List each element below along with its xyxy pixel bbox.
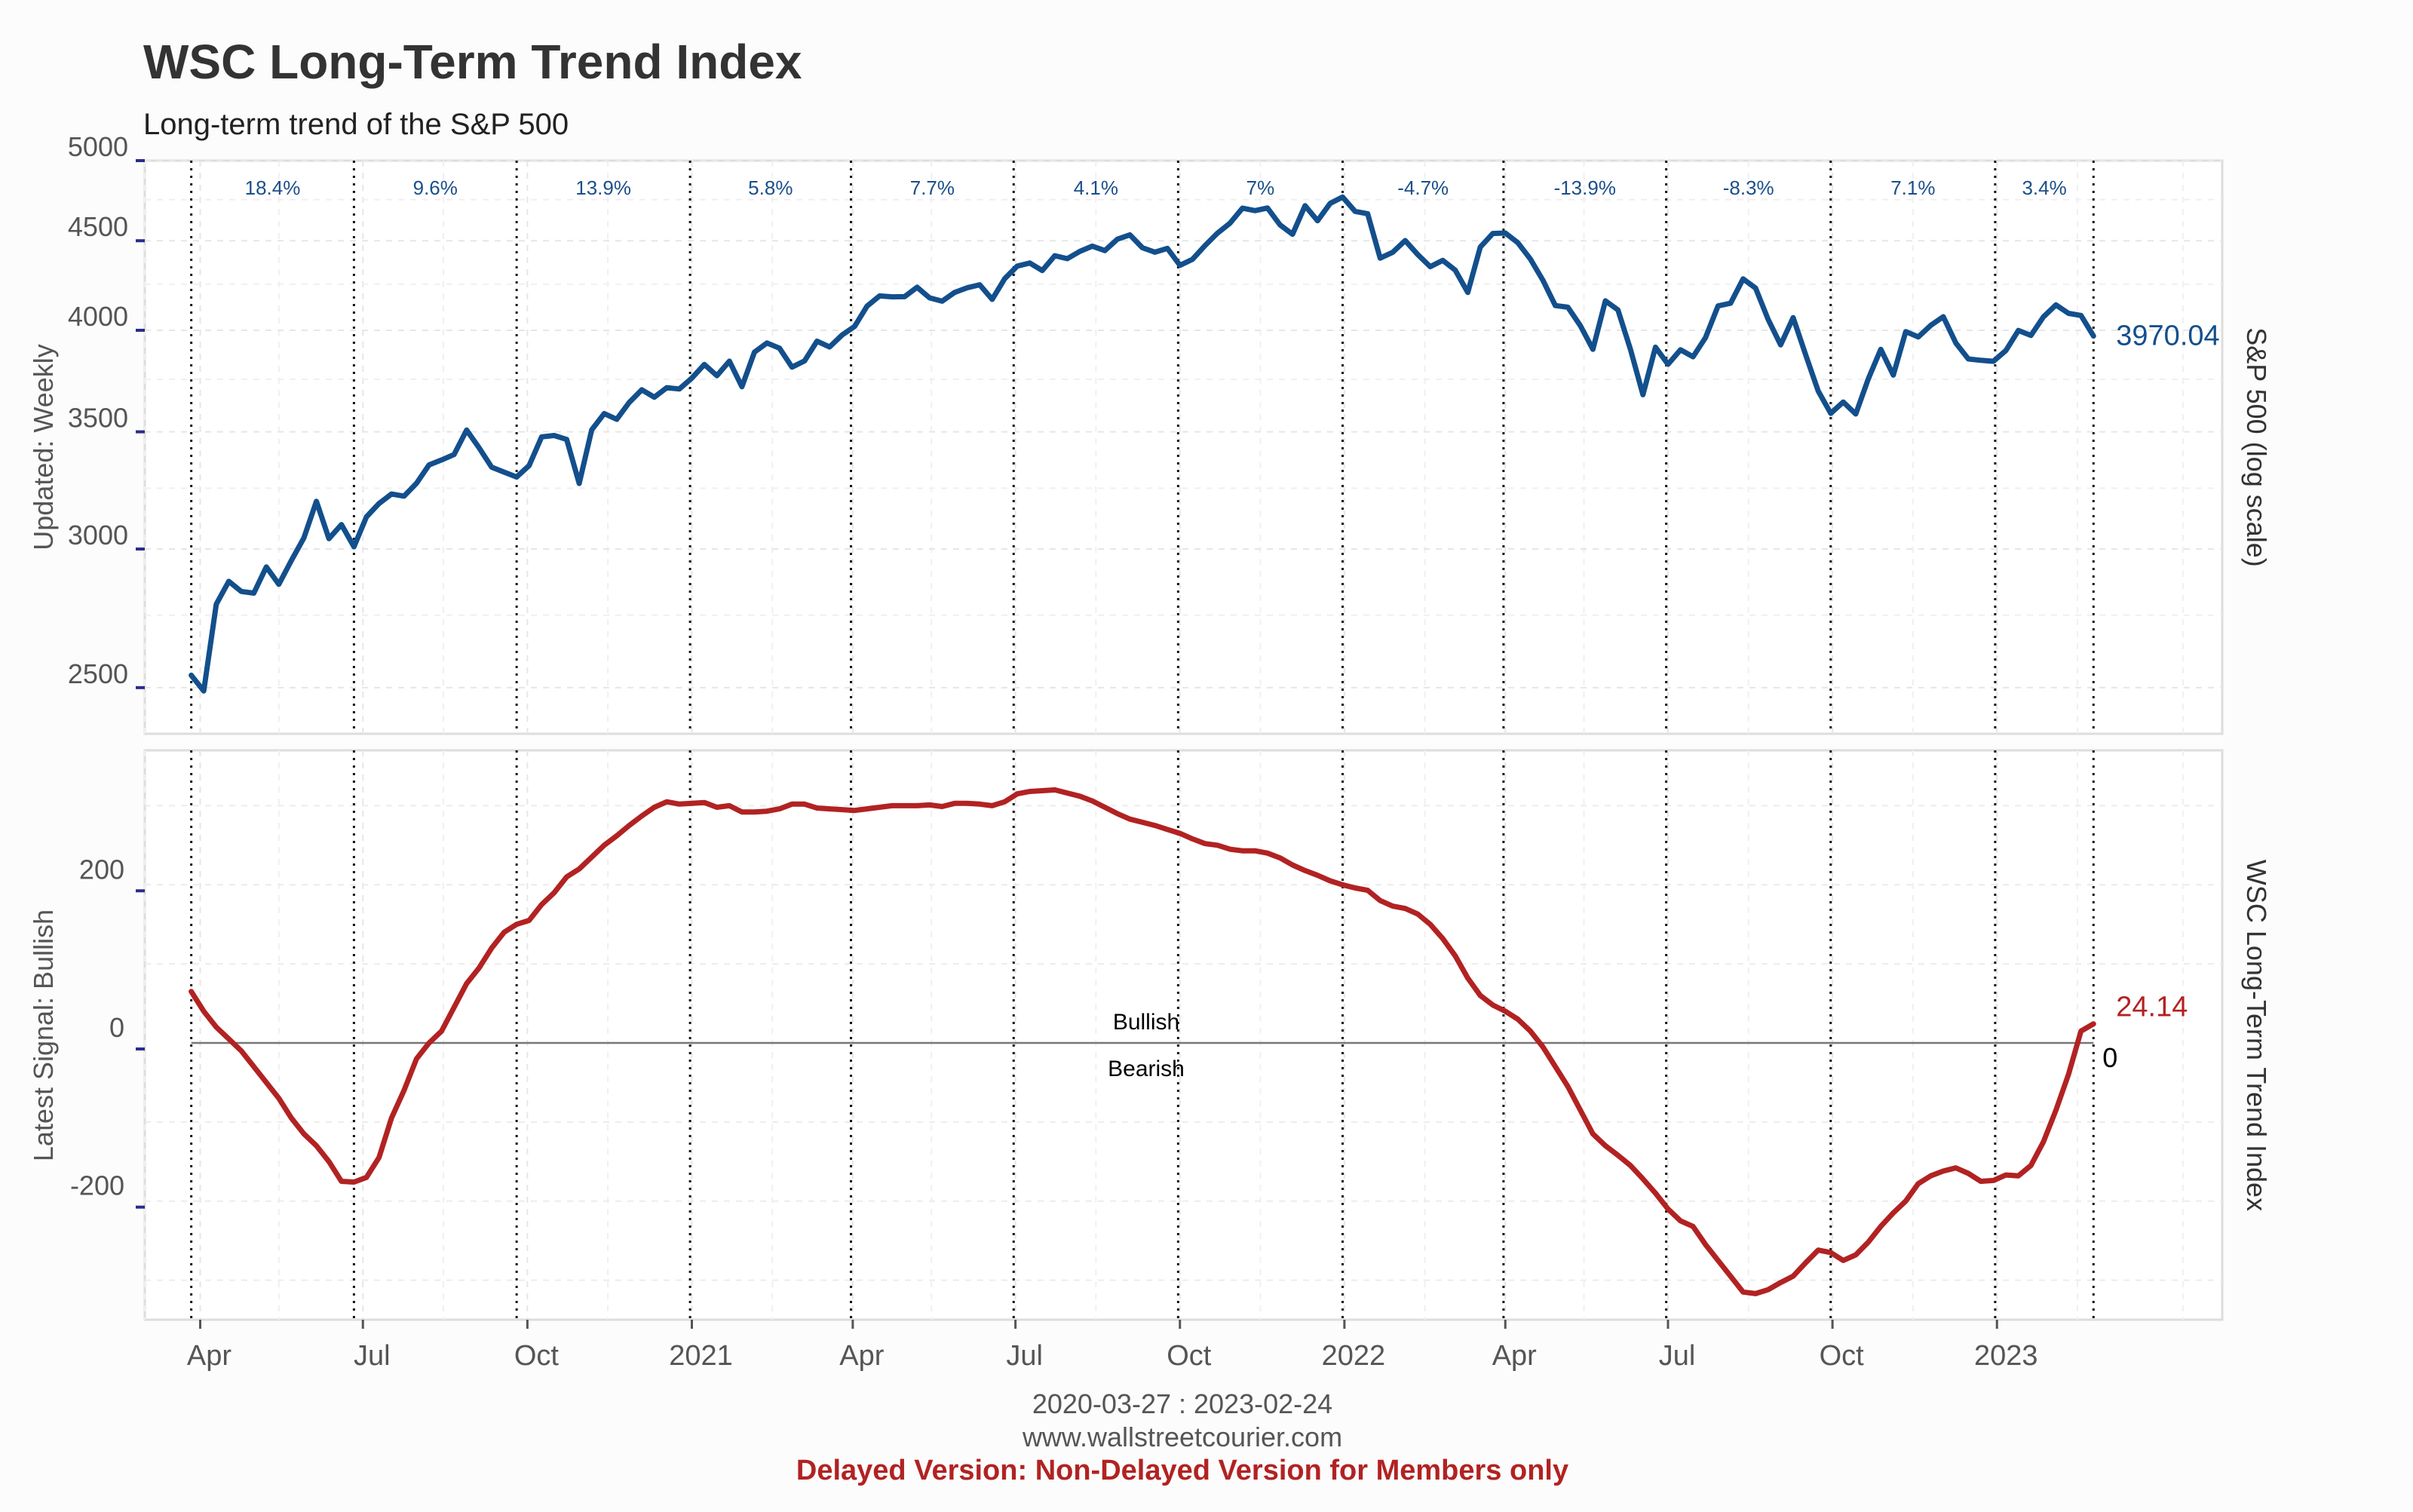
y-tick-label: 4000	[68, 301, 128, 332]
zero-end-label: 0	[2102, 1042, 2117, 1073]
x-axis: Apr Jul Oct 2021 Apr Jul Oct 2022 Apr Jul Oct 2023	[187, 1320, 2038, 1372]
trend-gridlines	[144, 750, 2222, 1320]
y-tick-label: 0	[109, 1012, 124, 1043]
x-tick-label: Jul	[1659, 1340, 1696, 1372]
y-tick-label: 3500	[68, 403, 128, 434]
y-tick-label: 3000	[68, 520, 128, 551]
bearish-label: Bearish	[1108, 1057, 1185, 1081]
x-tick-label: 2023	[1974, 1340, 2038, 1372]
x-tick-label: Jul	[354, 1340, 391, 1372]
period-return-label: 13.9%	[575, 176, 631, 199]
trend-left-axis-title: Latest Signal: Bullish	[28, 909, 59, 1161]
bullish-label: Bullish	[1113, 1010, 1179, 1035]
y-tick-label: 2500	[68, 658, 128, 689]
x-tick-label: Apr	[187, 1340, 231, 1372]
period-return-label: 4.1%	[1074, 176, 1118, 199]
trend-series: 24.14	[189, 787, 2188, 1296]
period-return-label: 7%	[1246, 176, 1275, 199]
sp500-series: 3970.04	[189, 194, 2220, 694]
y-tick-label: 5000	[68, 131, 128, 162]
sp500-panel-background	[143, 159, 2224, 735]
sp500-last-value-label: 3970.04	[2116, 320, 2219, 352]
chart-subtitle: Long-term trend of the S&P 500	[143, 108, 569, 141]
trend-y-axis: -200 0 200	[70, 854, 145, 1209]
zero-reference-line: Bullish Bearish 0	[191, 1010, 2117, 1081]
period-return-label: 3.4%	[2022, 176, 2066, 199]
x-tick-label: Apr	[1492, 1340, 1537, 1372]
period-return-label: -4.7%	[1397, 176, 1449, 199]
y-tick-label: 200	[79, 854, 124, 885]
sp500-gridlines	[144, 160, 2222, 734]
x-tick-label: 2022	[1322, 1340, 1386, 1372]
x-tick-label: Oct	[514, 1340, 560, 1372]
x-tick-label: Oct	[1820, 1340, 1865, 1372]
period-return-label: 18.4%	[245, 176, 301, 199]
members-notice: Delayed Version: Non-Delayed Version for…	[796, 1455, 1568, 1486]
sp500-line	[189, 194, 2096, 694]
sp500-period-markers	[190, 161, 2095, 734]
website-label: www.wallstreetcourier.com	[1022, 1422, 1342, 1452]
chart-title: WSC Long-Term Trend Index	[143, 35, 802, 89]
period-return-label: -8.3%	[1723, 176, 1774, 199]
sp500-y-axis: 2500 3000 3500 4000 4500 5000	[68, 131, 145, 689]
sp500-left-axis-title: Updated: Weekly	[28, 344, 59, 550]
x-tick-label: 2021	[669, 1340, 733, 1372]
trend-index-line	[189, 787, 2096, 1296]
trend-last-value-label: 24.14	[2116, 992, 2188, 1023]
trend-panel-background	[143, 749, 2224, 1321]
sp500-right-axis-title: S&P 500 (log scale)	[2241, 327, 2272, 567]
x-tick-label: Jul	[1006, 1340, 1043, 1372]
period-return-label: 7.7%	[910, 176, 955, 199]
x-tick-label: Oct	[1167, 1340, 1212, 1372]
period-return-label: -13.9%	[1554, 176, 1616, 199]
period-return-label: 9.6%	[413, 176, 458, 199]
x-tick-label: Apr	[839, 1340, 884, 1372]
period-return-labels: 18.4% 9.6% 13.9% 5.8% 7.7% 4.1% 7% -4.7% -13.9% -…	[245, 176, 2067, 199]
trend-right-axis-title: WSC Long-Term Trend Index	[2241, 860, 2272, 1211]
period-return-label: 5.8%	[748, 176, 793, 199]
y-tick-label: -200	[70, 1170, 124, 1201]
period-return-label: 7.1%	[1890, 176, 1935, 199]
date-range-label: 2020-03-27 : 2023-02-24	[1032, 1388, 1332, 1419]
y-tick-label: 4500	[68, 211, 128, 242]
